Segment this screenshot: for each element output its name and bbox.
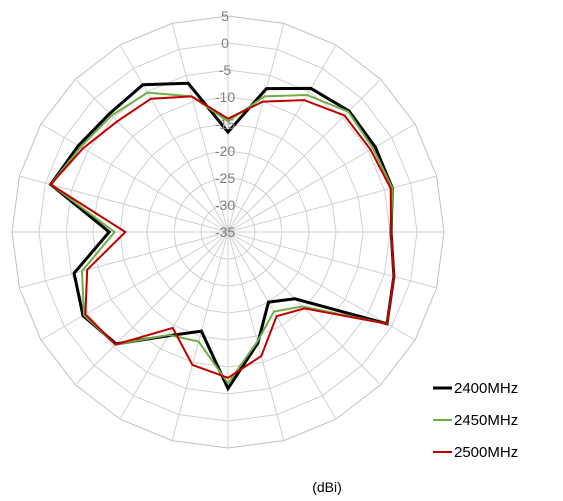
legend: 2400MHz 2450MHz 2500MHz bbox=[433, 380, 518, 461]
legend-label-2500: 2500MHz bbox=[454, 444, 518, 461]
radial-tick-label: 5 bbox=[221, 8, 229, 24]
grid-spoke bbox=[227, 123, 416, 233]
series-line-2400MHz bbox=[48, 81, 396, 392]
radial-tick-label: -35 bbox=[215, 224, 235, 240]
grid-spoke bbox=[227, 78, 382, 233]
radial-tick-label: -5 bbox=[219, 62, 232, 78]
grid-spoke bbox=[19, 231, 229, 289]
grid-spoke bbox=[119, 231, 229, 420]
grid-spoke bbox=[40, 231, 229, 341]
legend-item-2400: 2400MHz bbox=[433, 380, 518, 397]
grid-spoke bbox=[227, 44, 337, 233]
legend-label-2400: 2400MHz bbox=[454, 380, 518, 397]
unit-label: (dBi) bbox=[312, 479, 342, 495]
grid-spoke bbox=[74, 231, 229, 386]
series-line-2450MHz bbox=[49, 91, 395, 385]
grid-spoke bbox=[227, 231, 337, 420]
radial-tick-label: -10 bbox=[215, 89, 235, 105]
radial-tick-label: -15 bbox=[215, 116, 235, 132]
radial-tick-label: -20 bbox=[215, 143, 235, 159]
series-line-2500MHz bbox=[49, 95, 395, 379]
radial-tick-labels: 5 0 -5 -10 -15 -20 -25 -30 -35 bbox=[215, 8, 235, 240]
legend-item-2500: 2500MHz bbox=[433, 444, 518, 461]
grid-spoke bbox=[171, 231, 229, 441]
grid-spoke bbox=[119, 44, 229, 233]
grid-spoke bbox=[171, 23, 229, 233]
radial-tick-label: 0 bbox=[221, 35, 229, 51]
radial-tick-label: -25 bbox=[215, 170, 235, 186]
grid-spoke bbox=[40, 123, 229, 233]
legend-label-2450: 2450MHz bbox=[454, 412, 518, 429]
grid-spoke bbox=[227, 23, 285, 233]
series-group bbox=[48, 81, 396, 392]
radial-tick-label: -30 bbox=[215, 197, 235, 213]
legend-item-2450: 2450MHz bbox=[433, 412, 518, 429]
grid-spoke bbox=[74, 78, 229, 233]
grid-spoke bbox=[227, 231, 285, 441]
grid-spoke bbox=[227, 175, 437, 233]
grid-spoke bbox=[227, 231, 437, 289]
